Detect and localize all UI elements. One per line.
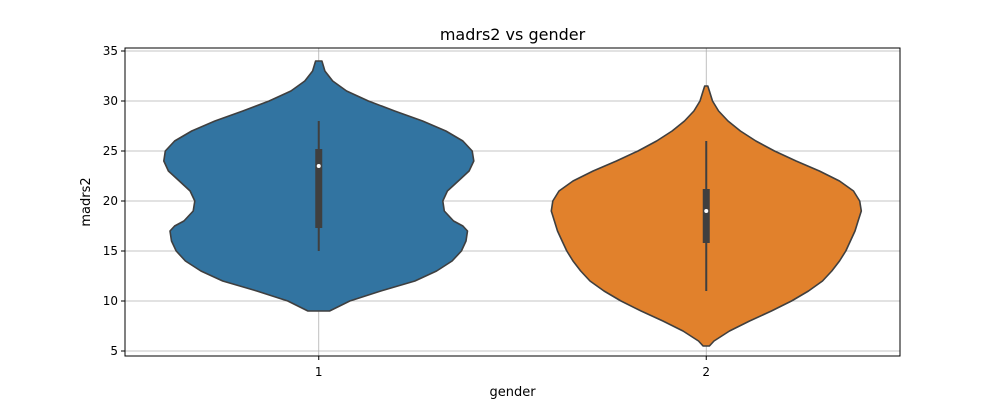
plot-frame — [124, 47, 901, 357]
y-tick-label: 25 — [103, 144, 118, 158]
x-tick-label: 2 — [702, 365, 710, 379]
y-tick-label: 35 — [103, 44, 118, 58]
violin-iqr-box-1 — [315, 149, 323, 228]
y-axis-label: madrs2 — [79, 177, 94, 226]
y-tick-label: 30 — [103, 94, 118, 108]
y-tick-label: 10 — [103, 294, 118, 308]
y-tick-label: 15 — [103, 244, 118, 258]
violin-median-dot-2 — [704, 209, 709, 213]
violin-layer — [163, 60, 863, 347]
x-tick-label: 1 — [315, 365, 323, 379]
y-tick-label: 5 — [110, 344, 118, 358]
violin-iqr-box-2 — [702, 189, 710, 243]
violin-median-dot-1 — [316, 164, 321, 168]
chart-title: madrs2 vs gender — [440, 25, 586, 44]
x-axis-label: gender — [489, 385, 536, 400]
y-tick-label: 20 — [103, 194, 118, 208]
tick-layer: 5 10 15 20 25 30 35 1 2 — [103, 44, 710, 379]
